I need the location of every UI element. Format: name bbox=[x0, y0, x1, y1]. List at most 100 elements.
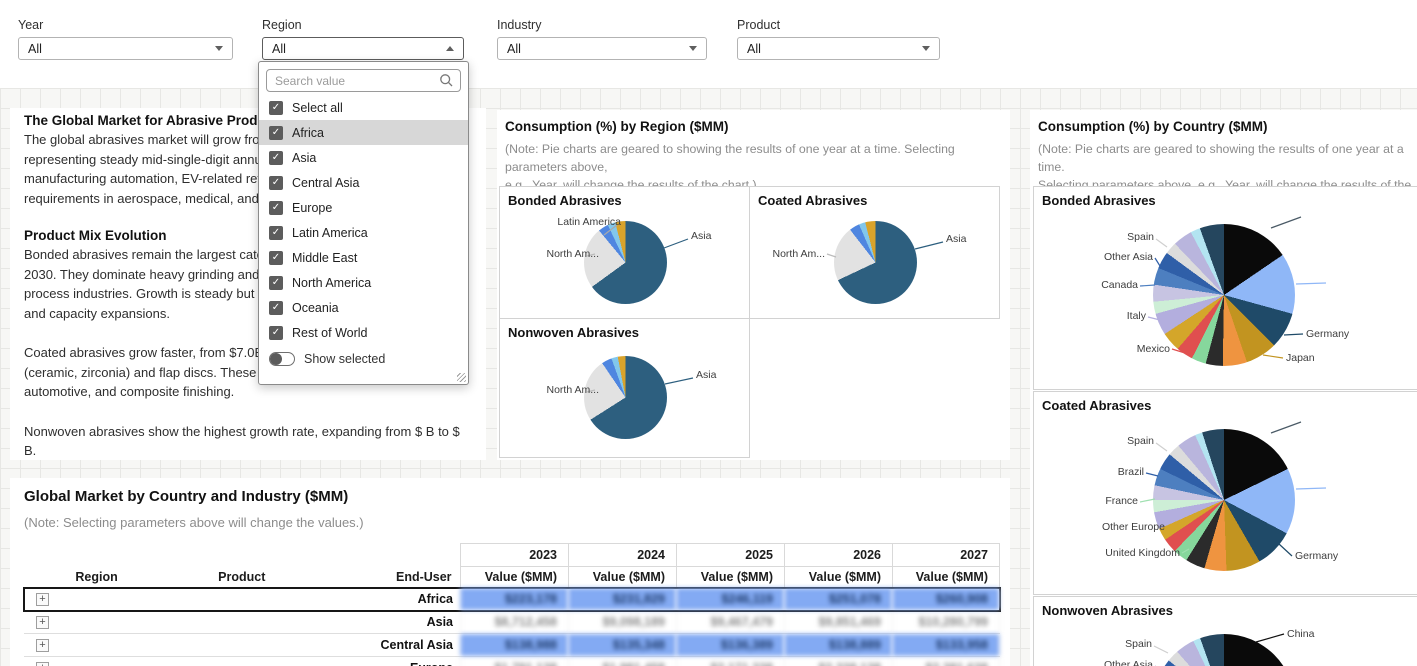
text-section-heading: Product Mix Evolution bbox=[24, 228, 167, 243]
region-name: Europe bbox=[49, 661, 460, 666]
value-header-cell: Value ($MM) bbox=[676, 566, 784, 588]
checkbox-checked-icon[interactable]: ✓ bbox=[269, 100, 283, 115]
filter-year-select[interactable]: All bbox=[18, 37, 233, 60]
value-cell-redacted: $2,338,138 bbox=[784, 657, 892, 666]
toggle-icon[interactable] bbox=[269, 352, 295, 366]
filter-region: Region All bbox=[262, 18, 464, 60]
expand-plus-icon[interactable]: + bbox=[36, 615, 49, 629]
dropdown-item-north-america[interactable]: ✓ North America bbox=[259, 270, 468, 295]
year-header-cell: 2025 bbox=[676, 543, 784, 566]
pie-card-title: Coated Abrasives bbox=[1042, 398, 1152, 413]
chevron-down-icon bbox=[922, 46, 930, 51]
table-row[interactable]: +Europe$1,791,138$1,981,458$2,171,338$2,… bbox=[24, 657, 1000, 666]
expand-plus-icon[interactable]: + bbox=[36, 661, 49, 666]
expand-plus-icon[interactable]: + bbox=[36, 592, 49, 606]
pie-slice-label: Brazil bbox=[1117, 466, 1144, 478]
expand-plus-icon[interactable]: + bbox=[36, 638, 49, 652]
table-row[interactable]: + Asia $8,712,458 $9,098,189 $9,467,479 $9,85… bbox=[24, 611, 1000, 634]
text-paragraph: Nonwoven abrasives show the highest grow… bbox=[24, 423, 460, 459]
row-label-cell: + Africa bbox=[24, 588, 460, 610]
show-selected-label: Show selected bbox=[304, 352, 386, 366]
row-label-cell: + Asia bbox=[24, 611, 460, 633]
dimension-headers: Region Product End-User bbox=[24, 566, 460, 588]
dropdown-item-label: Middle East bbox=[292, 250, 358, 265]
pie-chart[interactable] bbox=[1153, 634, 1295, 666]
year-header-cell: 2023 bbox=[460, 543, 568, 566]
pie-chart[interactable] bbox=[834, 221, 917, 304]
column-header: Region bbox=[75, 569, 118, 584]
year-header-cell: 2027 bbox=[892, 543, 1000, 566]
dropdown-item-label: Europe bbox=[292, 200, 333, 215]
dropdown-item-asia[interactable]: ✓ Asia bbox=[259, 145, 468, 170]
filter-product-select[interactable]: All bbox=[737, 37, 940, 60]
table-years-header-row: 2023 2024 2025 2026 2027 bbox=[24, 543, 1000, 566]
checkbox-checked-icon[interactable]: ✓ bbox=[269, 175, 283, 190]
checkbox-checked-icon[interactable]: ✓ bbox=[269, 300, 283, 315]
pie-card-country-coated: Coated Abrasives Spain Brazil France Other … bbox=[1033, 391, 1417, 595]
filter-industry-select[interactable]: All bbox=[497, 37, 707, 60]
pie-chart[interactable] bbox=[1153, 224, 1295, 366]
checkbox-checked-icon[interactable]: ✓ bbox=[269, 250, 283, 265]
region-name: Asia bbox=[426, 615, 453, 629]
dropdown-item-africa[interactable]: ✓ Africa bbox=[259, 120, 468, 145]
filter-region-select[interactable]: All bbox=[262, 37, 464, 60]
value-cell-redacted: $9,467,479 bbox=[676, 611, 784, 633]
pie-slice-label: Spain bbox=[1127, 231, 1154, 243]
value-cell-redacted: $138,889 bbox=[784, 634, 892, 656]
value-cell-redacted: $1,981,458 bbox=[568, 657, 676, 666]
dropdown-item-latin-america[interactable]: ✓ Latin America bbox=[259, 220, 468, 245]
table-panel-title: Global Market by Country and Industry ($… bbox=[24, 488, 349, 505]
pie-chart[interactable] bbox=[584, 221, 667, 304]
value-cell-redacted: $9,851,469 bbox=[784, 611, 892, 633]
checkbox-checked-icon[interactable]: ✓ bbox=[269, 325, 283, 340]
checkbox-checked-icon[interactable]: ✓ bbox=[269, 200, 283, 215]
checkbox-checked-icon[interactable]: ✓ bbox=[269, 225, 283, 240]
value-cell-redacted: $2,171,338 bbox=[676, 657, 784, 666]
row-label-cell: +Europe bbox=[24, 657, 460, 666]
value-cell-redacted: $1,791,138 bbox=[460, 657, 568, 666]
checkbox-checked-icon[interactable]: ✓ bbox=[269, 150, 283, 165]
global-market-table: 2023 2024 2025 2026 2027 Region Product End-Use… bbox=[23, 543, 1001, 666]
table-row[interactable]: + Central Asia $138,988 $135,348 $136,389 $13… bbox=[24, 634, 1000, 657]
pie-card-region-bonded: Bonded Abrasives Latin America North Am..… bbox=[499, 186, 750, 319]
region-panel-title: Consumption (%) by Region ($MM) bbox=[505, 119, 729, 134]
dropdown-item-select-all[interactable]: ✓ Select all bbox=[259, 95, 468, 120]
pie-chart[interactable] bbox=[1153, 429, 1295, 571]
pie-card-title: Nonwoven Abrasives bbox=[1042, 603, 1174, 618]
dropdown-item-middle-east[interactable]: ✓ Middle East bbox=[259, 245, 468, 270]
text-section-heading: The Global Market for Abrasive Products bbox=[24, 113, 286, 128]
search-input[interactable] bbox=[266, 69, 461, 92]
dropdown-item-europe[interactable]: ✓ Europe bbox=[259, 195, 468, 220]
years-row-spacer bbox=[24, 543, 460, 566]
pie-chart[interactable] bbox=[584, 356, 667, 439]
dropdown-item-label: Select all bbox=[292, 100, 343, 115]
column-header: Product bbox=[218, 569, 266, 584]
filter-region-label: Region bbox=[262, 18, 302, 32]
pie-slice-label: Italy bbox=[1126, 310, 1146, 322]
pie-slice-label: Germany bbox=[1306, 328, 1350, 340]
dropdown-item-central-asia[interactable]: ✓ Central Asia bbox=[259, 170, 468, 195]
dropdown-item-rest-of-world[interactable]: ✓ Rest of World bbox=[259, 320, 468, 345]
resize-handle-icon[interactable] bbox=[457, 373, 466, 382]
filter-industry-label: Industry bbox=[497, 18, 542, 32]
chevron-up-icon bbox=[446, 46, 454, 51]
pie-card-title: Nonwoven Abrasives bbox=[508, 325, 640, 340]
pie-slice-label: Asia bbox=[696, 369, 717, 381]
dropdown-item-list: ✓ Select all ✓ Africa ✓ Asia ✓ Central Asia ✓ Eur… bbox=[259, 95, 468, 345]
text-paragraph: Coated abrasives grow faster, from $7.0B… bbox=[24, 345, 296, 399]
checkbox-checked-icon[interactable]: ✓ bbox=[269, 125, 283, 140]
filter-year-value: All bbox=[28, 41, 42, 56]
pie-card-country-nonwoven: Nonwoven Abrasives China Spain Other Asia bbox=[1033, 596, 1417, 666]
value-cell-redacted: $135,348 bbox=[568, 634, 676, 656]
checkbox-checked-icon[interactable]: ✓ bbox=[269, 275, 283, 290]
pie-slice-label: Spain bbox=[1127, 435, 1154, 447]
value-cell-redacted: $231,829 bbox=[568, 588, 676, 610]
pie-slice-label: Spain bbox=[1125, 638, 1152, 650]
dropdown-item-label: Latin America bbox=[292, 225, 368, 240]
dropdown-item-label: Central Asia bbox=[292, 175, 360, 190]
dropdown-item-oceania[interactable]: ✓ Oceania bbox=[259, 295, 468, 320]
pie-slice-label: China bbox=[1287, 628, 1315, 640]
value-cell-redacted: $2,381,638 bbox=[892, 657, 1000, 666]
table-row[interactable]: + Africa $223,178 $231,829 $246,119 $251,078 $… bbox=[23, 587, 1001, 612]
dropdown-item-label: Rest of World bbox=[292, 325, 368, 340]
